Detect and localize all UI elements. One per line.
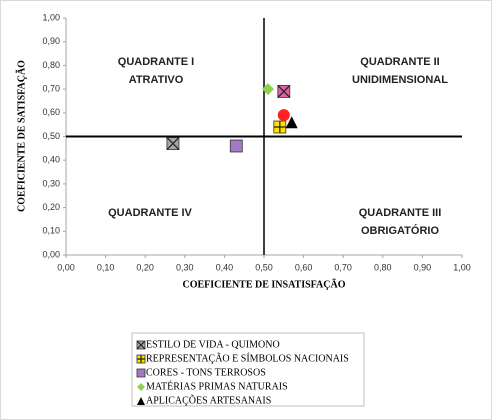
marker bbox=[285, 116, 298, 129]
y-tick-label: 0,40 bbox=[42, 155, 60, 165]
x-tick-label: 0,00 bbox=[57, 262, 75, 272]
marker-body bbox=[277, 109, 290, 122]
marker bbox=[229, 139, 243, 153]
marker bbox=[166, 137, 180, 151]
quadrant-label: QUADRANTE II bbox=[360, 56, 439, 68]
marker bbox=[277, 109, 290, 122]
legend-label: CORES - TONS TERROSOS bbox=[146, 367, 266, 378]
x-tick-label: 0,90 bbox=[414, 262, 432, 272]
marker bbox=[137, 383, 145, 391]
quadrant-label: QUADRANTE I bbox=[118, 56, 194, 68]
marker bbox=[277, 85, 291, 98]
legend-label: APLICAÇÕES ARTESANAIS bbox=[146, 394, 271, 406]
x-tick-label: 0,20 bbox=[136, 262, 154, 272]
legend-label: REPRESENTAÇÃO E SÍMBOLOS NACIONAIS bbox=[146, 352, 349, 364]
x-axis-label: COEFICIENTE DE INSATISFAÇÃO bbox=[183, 278, 346, 290]
x-tick-label: 0,80 bbox=[374, 262, 392, 272]
y-tick-label: 0,60 bbox=[42, 107, 60, 117]
quadrant-label: OBRIGATÓRIO bbox=[361, 224, 439, 237]
x-tick-label: 0,50 bbox=[255, 262, 273, 272]
marker-body bbox=[136, 368, 146, 378]
marker-cross bbox=[277, 85, 291, 98]
x-tick-label: 0,70 bbox=[334, 262, 352, 272]
marker-body bbox=[137, 397, 145, 405]
legend-label: MATÉRIAS PRIMAS NATURAIS bbox=[146, 380, 288, 392]
marker-body bbox=[229, 139, 243, 153]
quadrant-label: QUADRANTE III bbox=[359, 207, 442, 219]
y-tick-label: 0,30 bbox=[42, 178, 60, 188]
marker bbox=[273, 120, 287, 134]
x-tick-label: 1,00 bbox=[453, 262, 471, 272]
legend-label: ESTILO DE VIDA - QUIMONO bbox=[146, 339, 280, 350]
quadrant-label: UNIDIMENSIONAL bbox=[352, 74, 448, 86]
y-tick-label: 1,00 bbox=[42, 12, 60, 22]
y-axis-label: COEFICIENTE DE SATISFAÇÃO bbox=[15, 60, 27, 212]
marker-cross bbox=[166, 137, 180, 151]
y-tick-label: 0,00 bbox=[42, 249, 60, 259]
x-tick-label: 0,40 bbox=[216, 262, 234, 272]
marker bbox=[136, 354, 146, 364]
legend bbox=[131, 332, 365, 407]
marker-body bbox=[261, 83, 274, 96]
quadrant-label: ATRATIVO bbox=[129, 74, 184, 86]
x-tick-label: 0,10 bbox=[97, 262, 115, 272]
x-tick-label: 0,30 bbox=[176, 262, 194, 272]
x-tick-label: 0,60 bbox=[295, 262, 313, 272]
y-tick-label: 0,80 bbox=[42, 60, 60, 70]
marker-cross bbox=[273, 121, 286, 134]
marker-body bbox=[285, 116, 298, 129]
marker bbox=[137, 397, 145, 405]
marker-cross bbox=[137, 355, 145, 363]
marker-body bbox=[137, 383, 145, 391]
y-tick-label: 0,70 bbox=[42, 83, 60, 93]
y-tick-label: 0,90 bbox=[42, 36, 60, 46]
marker bbox=[136, 368, 146, 378]
y-tick-label: 0,50 bbox=[42, 131, 60, 141]
marker bbox=[261, 83, 274, 96]
marker-cross bbox=[136, 340, 146, 350]
y-tick-label: 0,20 bbox=[42, 202, 60, 212]
marker bbox=[136, 340, 146, 350]
y-tick-label: 0,10 bbox=[42, 226, 60, 236]
quadrant-label: QUADRANTE IV bbox=[108, 207, 192, 219]
